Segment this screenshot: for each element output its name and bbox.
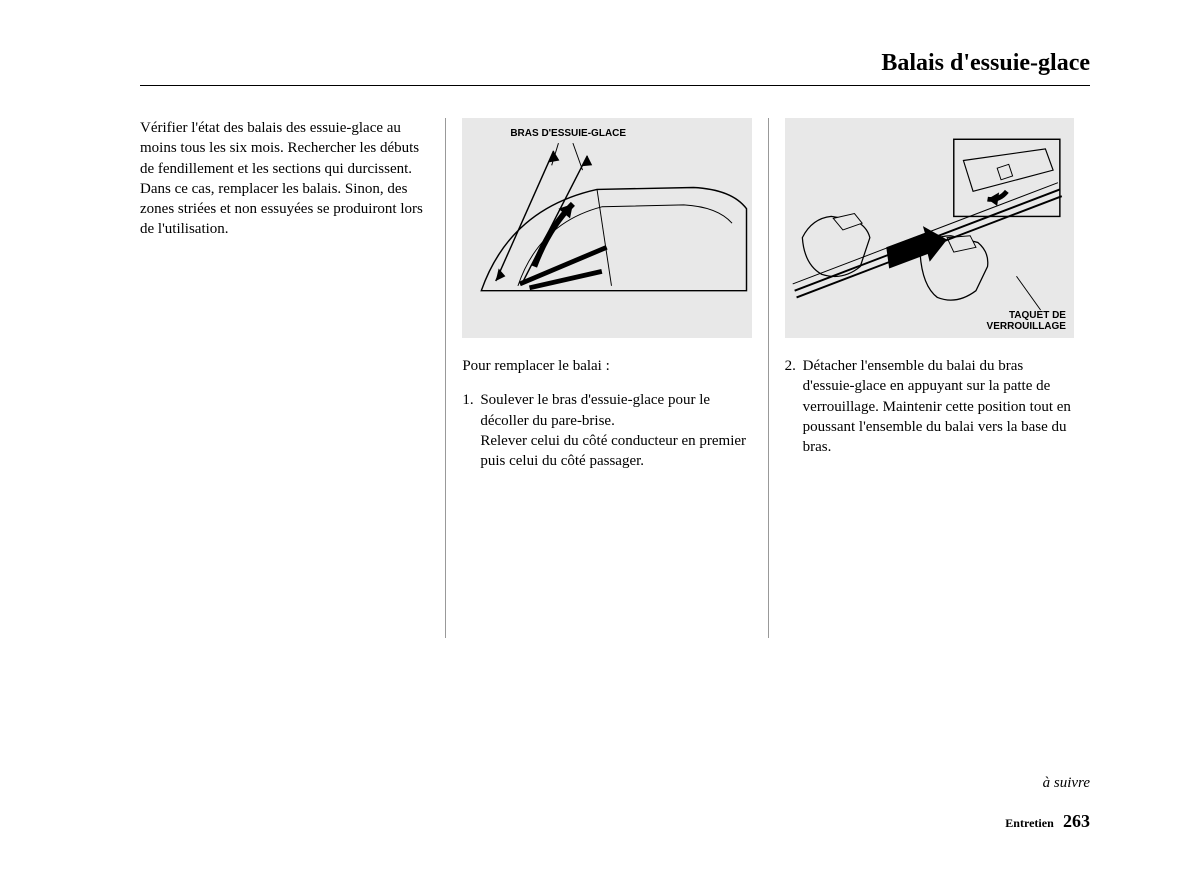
step-1-text: Soulever le bras d'essuie-glace pour le … [480, 392, 710, 428]
step-1-subtext: Relever celui du côté conducteur en prem… [480, 433, 746, 469]
replace-intro: Pour remplacer le balai : [462, 356, 751, 376]
title-rule [140, 85, 1090, 86]
figure-label-wiper-arm: BRAS D'ESSUIE-GLACE [510, 128, 626, 139]
step-1-body: Soulever le bras d'essuie-glace pour le … [480, 390, 751, 471]
figure-label-lock-tab: TAQUET DE VERROUILLAGE [987, 310, 1066, 332]
step-1-number: 1. [462, 390, 480, 471]
page-title: Balais d'essuie-glace [140, 50, 1090, 77]
column-2: BRAS D'ESSUIE-GLACE [445, 118, 767, 638]
figure-lock-tab: TAQUET DE VERROUILLAGE [785, 118, 1074, 338]
step-2-number: 2. [785, 356, 803, 457]
column-3: TAQUET DE VERROUILLAGE 2. Détacher l'ens… [768, 118, 1090, 638]
wiper-arm-illustration [462, 118, 751, 338]
column-1: Vérifier l'état des balais des essuie-gl… [140, 118, 445, 638]
footer-page-number: 263 [1063, 811, 1090, 831]
continue-note: à suivre [1043, 775, 1090, 792]
lock-tab-illustration [785, 118, 1074, 338]
figure-wiper-arm: BRAS D'ESSUIE-GLACE [462, 118, 751, 338]
page-footer: Entretien 263 [1005, 811, 1090, 832]
intro-paragraph: Vérifier l'état des balais des essuie-gl… [140, 118, 429, 240]
step-2-body: Détacher l'ensemble du balai du bras d'e… [803, 356, 1074, 457]
step-2: 2. Détacher l'ensemble du balai du bras … [785, 356, 1074, 457]
page-container: Balais d'essuie-glace Vérifier l'état de… [0, 0, 1200, 892]
step-1: 1. Soulever le bras d'essuie-glace pour … [462, 390, 751, 471]
lock-label-line1: TAQUET DE [1009, 310, 1066, 321]
content-columns: Vérifier l'état des balais des essuie-gl… [140, 118, 1090, 638]
footer-section: Entretien [1005, 816, 1053, 830]
lock-label-line2: VERROUILLAGE [987, 321, 1066, 332]
step-2-text: Détacher l'ensemble du balai du bras d'e… [803, 358, 1071, 455]
